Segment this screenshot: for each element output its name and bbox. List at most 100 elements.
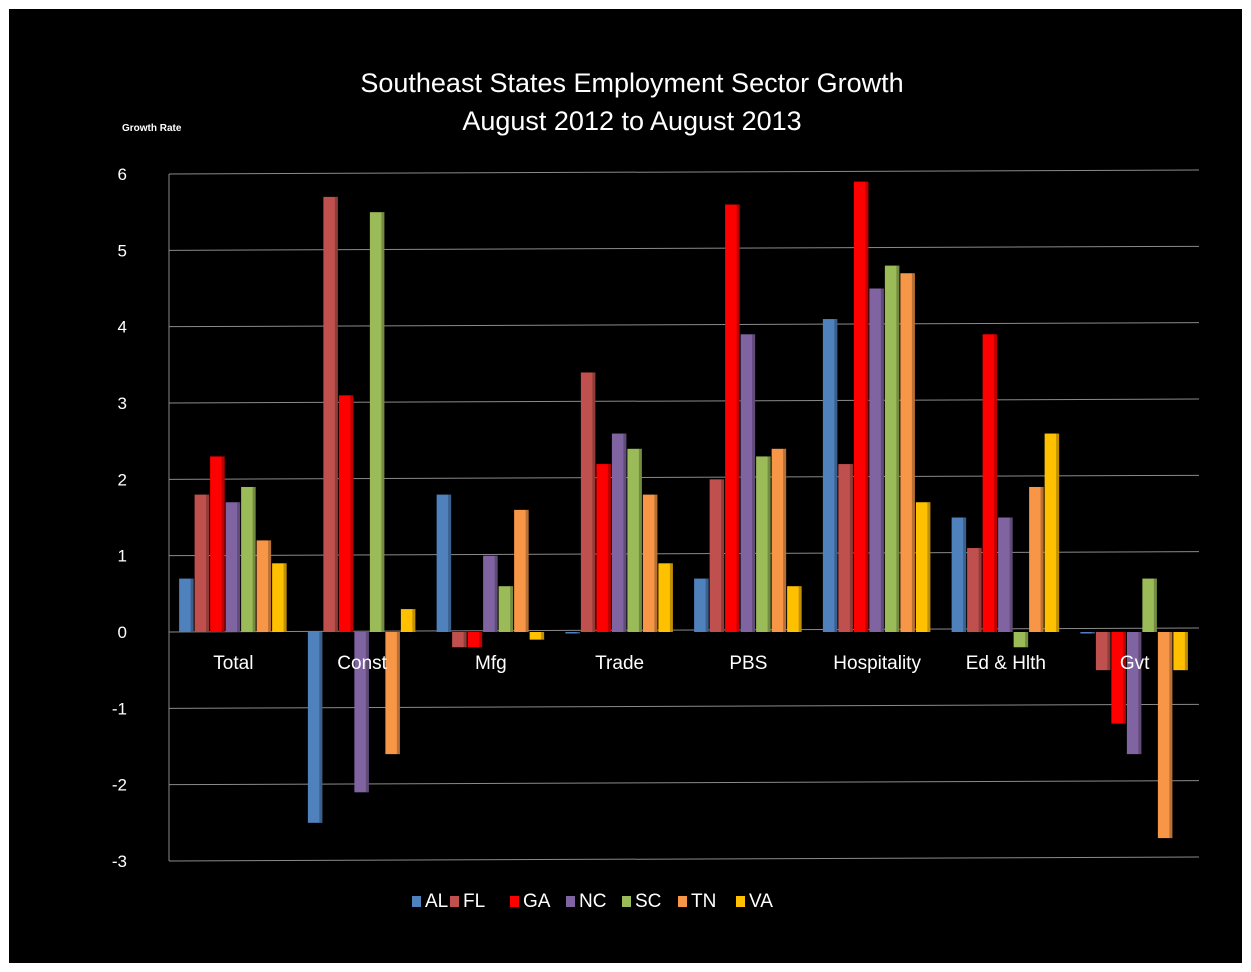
bar-FL-0 [194,494,210,632]
bar-NC-5 [869,288,884,632]
y-tick-label: 3 [118,394,127,413]
bar-AL-6 [951,517,967,632]
bar-GA-6 [982,334,998,632]
bar-shade-FL-3 [592,372,596,632]
category-label: Total [213,653,253,674]
bar-TN-5 [900,273,915,632]
bar-shade-SC-7 [1153,578,1157,632]
bar-TN-3 [642,494,658,632]
bar-GA-1 [338,395,354,632]
bar-shade-FL-2 [463,632,467,648]
bar-shade-TN-7 [1169,632,1173,839]
bar-VA-5 [915,502,931,632]
bar-shade-NC-0 [237,502,241,632]
legend-swatch-SC [622,896,631,907]
bar-TN-0 [256,540,272,632]
bar-shade-TN-0 [268,540,272,632]
bar-VA-3 [658,563,673,632]
bar-GA-4 [725,204,740,633]
gridline [168,856,1200,862]
chart-frame: Southeast States Employment Sector Growt… [9,9,1242,963]
y-tick-label: 0 [118,623,127,642]
bar-shade-SC-2 [510,586,514,632]
legend-label-GA: GA [523,891,551,912]
bar-VA-7 [1173,632,1188,671]
category-labels: Total Const Mfg Trade PBS Hospitality Ed & Hlt… [213,653,1150,674]
bar-shade-VA-3 [669,563,673,632]
bar-shade-SC-1 [381,212,385,632]
y-tick-label: 2 [118,470,127,489]
gridline [168,703,1200,709]
chart: Southeast States Employment Sector Growt… [112,68,1200,912]
legend-swatch-NC [566,896,575,907]
bar-TN-2 [514,509,529,632]
bar-shade-VA-4 [798,586,802,632]
bar-shade-AL-7 [1091,632,1095,634]
bar-AL-2 [436,494,452,632]
bar-VA-2 [529,632,545,640]
bar-SC-2 [498,586,514,632]
bar-shade-NC-2 [494,555,498,632]
category-label: Const [337,653,387,674]
bar-shade-GA-5 [865,181,869,632]
bar-shade-AL-5 [834,319,838,632]
bar-shade-AL-6 [963,517,967,632]
y-tick-label: 5 [118,241,127,260]
bar-shade-NC-4 [752,334,756,632]
bar-AL-4 [694,578,709,632]
bar-shade-AL-0 [190,578,194,632]
bar-shade-FL-1 [334,196,338,632]
bar-FL-6 [967,548,982,632]
chart-subtitle: August 2012 to August 2013 [462,106,801,136]
gridline [168,322,1200,328]
bar-shade-AL-1 [319,632,323,823]
category-label: PBS [729,653,767,674]
bar-shade-VA-2 [541,632,545,640]
bar-SC-1 [369,212,385,632]
bar-SC-6 [1013,632,1029,648]
bar-shade-GA-6 [994,334,998,632]
bar-NC-4 [740,334,756,632]
category-label: Mfg [475,653,507,674]
bar-shade-NC-1 [365,632,369,793]
legend-label-NC: NC [579,891,606,912]
bar-shade-SC-4 [767,456,771,632]
bar-GA-5 [853,181,869,632]
chart-title: Southeast States Employment Sector Growt… [360,68,903,98]
y-tick-label: -2 [112,776,127,795]
bar-NC-7 [1126,632,1142,755]
bar-shade-FL-6 [978,548,982,632]
bar-AL-3 [565,632,580,634]
bar-VA-4 [787,586,802,632]
bar-shade-TN-6 [1040,486,1044,632]
bar-GA-3 [596,464,611,632]
bar-shade-GA-7 [1122,632,1126,724]
bar-shade-VA-7 [1184,632,1188,671]
bar-SC-4 [756,456,771,632]
bars [179,181,1188,839]
bar-shade-FL-7 [1107,632,1111,671]
legend-label-TN: TN [691,891,716,912]
bar-shade-TN-5 [911,273,915,632]
bar-FL-1 [323,196,338,632]
bar-GA-2 [467,632,483,648]
bar-TN-7 [1157,632,1173,839]
bar-SC-7 [1142,578,1157,632]
bar-FL-5 [838,464,853,632]
bar-shade-FL-0 [206,494,210,632]
bar-shade-NC-6 [1009,517,1013,632]
bar-shade-TN-1 [396,632,400,755]
bar-AL-1 [307,632,323,823]
legend-label-FL: FL [463,891,485,912]
gridline [168,780,1200,786]
legend-swatch-GA [510,896,519,907]
bar-TN-1 [385,632,400,755]
bar-shade-GA-1 [350,395,354,632]
bar-AL-7 [1080,632,1095,634]
bar-shade-SC-3 [638,448,642,632]
bar-FL-2 [452,632,467,648]
bar-TN-6 [1029,486,1044,632]
category-label: Trade [595,653,644,674]
bar-shade-SC-6 [1025,632,1029,648]
y-tick-label: 1 [118,547,127,566]
